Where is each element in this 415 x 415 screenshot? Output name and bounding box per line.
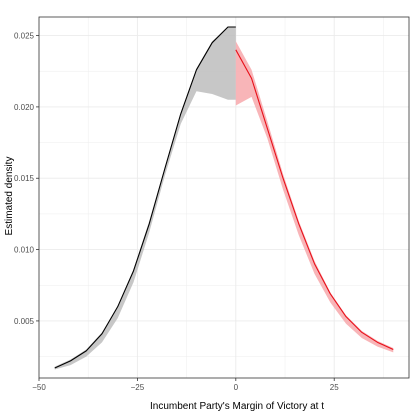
y-tick-label: 0.005 — [14, 317, 35, 326]
y-tick-label: 0.010 — [14, 246, 35, 255]
x-tick-label: −25 — [131, 383, 145, 392]
x-axis: −50 −25 0 25 — [32, 378, 339, 392]
y-axis-title: Estimated density — [4, 157, 15, 236]
y-tick-label: 0.025 — [14, 32, 35, 41]
density-lines — [54, 26, 394, 369]
y-tick-label: 0.015 — [14, 174, 35, 183]
x-tick-label: 0 — [234, 383, 239, 392]
right-density-line — [235, 49, 394, 350]
confidence-bands — [54, 26, 394, 370]
left-density-line — [54, 26, 236, 369]
x-tick-label: 25 — [330, 383, 339, 392]
x-axis-title: Incumbent Party's Margin of Victory at t — [150, 401, 324, 412]
gridlines — [38, 17, 409, 378]
panel-border — [38, 16, 410, 379]
x-tick-label: −50 — [32, 383, 46, 392]
left-confidence-band — [54, 26, 236, 370]
y-axis: 0.005 0.010 0.015 0.020 0.025 — [14, 32, 39, 326]
right-confidence-band — [235, 41, 394, 353]
y-tick-label: 0.020 — [14, 103, 35, 112]
